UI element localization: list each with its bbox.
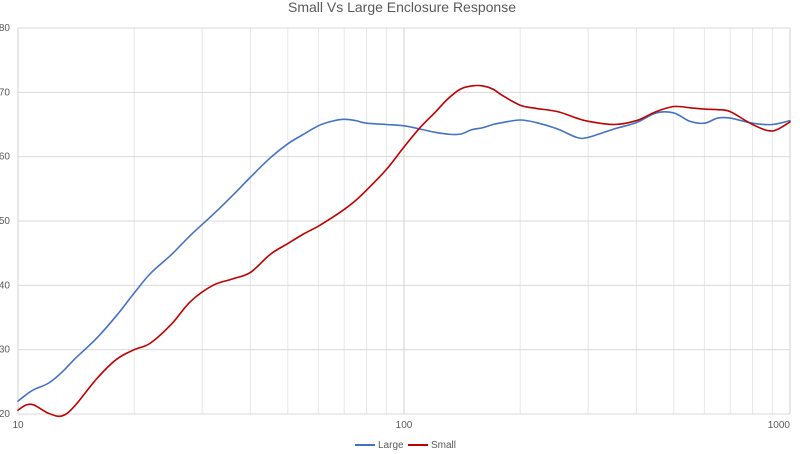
- axis-tick-labels: 20 30 40 50 60 70 80 10 100 1000: [0, 23, 790, 431]
- legend-item-large: Large: [355, 440, 404, 451]
- y-tick-label: 70: [0, 87, 10, 98]
- grid-lines: [17, 27, 791, 415]
- series-line-small: [17, 84, 791, 418]
- legend-label: Small: [431, 440, 456, 451]
- x-tick-label: 10: [12, 420, 24, 431]
- y-tick-label: 80: [0, 23, 10, 34]
- y-tick-label: 20: [0, 409, 10, 420]
- chart-title: Small Vs Large Enclosure Response: [288, 0, 516, 15]
- x-tick-label: 1000: [768, 420, 791, 431]
- series-lines: [17, 84, 791, 418]
- y-tick-label: 60: [0, 152, 10, 163]
- legend-item-small: Small: [408, 440, 456, 451]
- series-line-large: [17, 110, 791, 402]
- y-tick-label: 50: [0, 216, 10, 227]
- y-tick-label: 40: [0, 280, 10, 291]
- x-tick-label: 100: [396, 420, 413, 431]
- y-tick-label: 30: [0, 345, 10, 356]
- legend-label: Large: [378, 440, 404, 451]
- legend: Large Small: [355, 440, 456, 451]
